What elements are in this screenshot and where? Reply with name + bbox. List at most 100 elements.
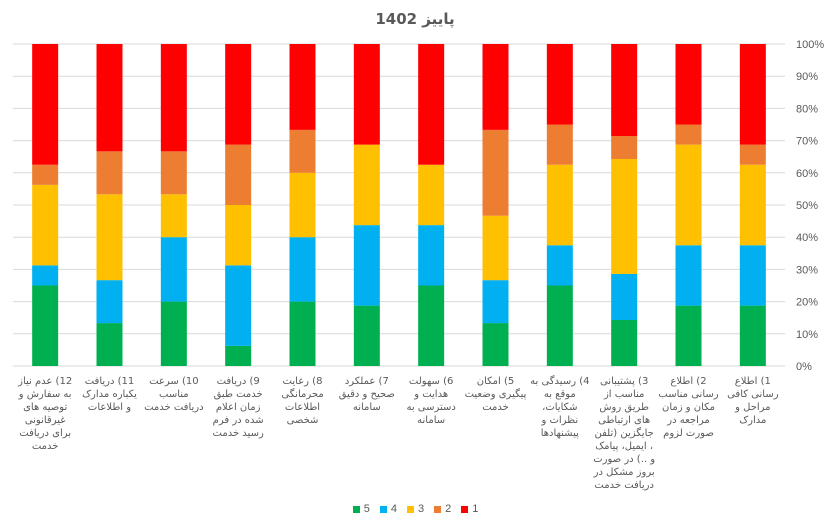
bar-segment-1 <box>96 44 123 152</box>
bar-segment-5 <box>353 305 380 366</box>
bar-segment-4 <box>225 265 252 346</box>
bar-segment-3 <box>418 164 445 226</box>
y-tick-label: 20% <box>796 297 818 309</box>
bar-stack <box>482 44 509 366</box>
y-tick-label: 30% <box>796 264 818 276</box>
bar-stack <box>353 44 380 366</box>
bar-segment-2 <box>611 135 638 159</box>
x-tick-label: 11) دریافت یکباره مدارک و اطلاعات <box>82 376 137 413</box>
bar-segment-3 <box>611 158 638 274</box>
bar-stack <box>160 44 187 366</box>
x-tick-label: 3) پشتیبانی مناسب از طریق روش های ارتباط… <box>593 376 656 491</box>
y-tick-label: 50% <box>796 200 818 212</box>
legend-label: 5 <box>363 503 370 515</box>
bar-segment-3 <box>546 164 573 246</box>
bar-segment-5 <box>482 323 509 366</box>
bar-segment-4 <box>418 225 445 286</box>
bar-segment-3 <box>482 215 509 281</box>
bar-segment-5 <box>289 301 316 366</box>
bar-segment-4 <box>96 280 123 324</box>
bar-stack <box>675 44 702 366</box>
bar-segment-1 <box>739 44 766 145</box>
bar-segment-5 <box>611 319 638 366</box>
bar-segment-3 <box>160 194 187 238</box>
bar-segment-3 <box>289 172 316 238</box>
y-axis-ticks: 0% 10% 20% 30% 40% 50% 60% 70% 80% 90% 100% <box>796 39 824 373</box>
legend-label: 1 <box>472 503 479 515</box>
bar-stack <box>739 44 766 366</box>
bar-stack <box>32 44 59 366</box>
bar-segment-3 <box>675 144 702 246</box>
y-tick-label: 10% <box>796 329 818 341</box>
y-tick-label: 70% <box>796 136 818 148</box>
legend-label: 3 <box>417 503 425 515</box>
legend-item: 1 <box>461 503 478 515</box>
bar-segment-1 <box>225 44 252 145</box>
bar-segment-1 <box>418 44 445 165</box>
bar-segment-3 <box>32 184 59 266</box>
bar-segment-4 <box>160 237 187 302</box>
x-tick-label: 8) رعایت محرمانگی اطلاعات شخصی <box>281 376 324 426</box>
bar-segment-5 <box>675 305 702 366</box>
bar-stack <box>546 44 573 366</box>
legend-label: 4 <box>390 503 397 515</box>
bar-stack <box>225 44 252 366</box>
bar-segment-1 <box>32 44 59 165</box>
bar-segment-1 <box>611 44 638 136</box>
x-tick-label: 1) اطلاع رسانی کافی مراحل و مدارک <box>727 376 779 426</box>
bar-segment-2 <box>482 129 509 216</box>
bar-segment-2 <box>289 129 316 173</box>
bar-segment-2 <box>225 144 252 205</box>
x-tick-label: 12) عدم نیاز به سفارش و توصیه های غیرقان… <box>18 376 73 452</box>
bar-segment-2 <box>546 124 573 165</box>
bar-segment-1 <box>289 44 316 130</box>
bar-segment-1 <box>482 44 509 130</box>
bar-segment-5 <box>739 305 766 366</box>
y-tick-label: 60% <box>796 168 818 180</box>
bar-segment-3 <box>225 205 252 266</box>
chart-title: پاییز 1402 <box>375 10 454 29</box>
bar-segment-1 <box>546 44 573 125</box>
bar-stack <box>418 44 445 366</box>
bar-segment-3 <box>96 194 123 281</box>
legend-swatch <box>379 505 387 513</box>
bar-segment-5 <box>418 285 445 366</box>
bar-segment-5 <box>546 285 573 366</box>
y-tick-label: 100% <box>796 39 824 51</box>
bar-segment-4 <box>32 265 59 286</box>
bars <box>32 44 766 366</box>
bar-segment-1 <box>675 44 702 125</box>
bar-stack <box>611 44 638 366</box>
x-tick-label: 9) دریافت خدمت طبق زمان اعلام شده در فرم… <box>212 376 264 439</box>
y-tick-label: 40% <box>796 232 818 244</box>
legend-label: 2 <box>445 503 452 515</box>
bar-segment-2 <box>32 164 59 185</box>
bar-segment-5 <box>225 345 252 366</box>
bar-segment-2 <box>160 151 187 195</box>
legend-item: 4 <box>379 503 397 515</box>
x-tick-label: 2) اطلاع رسانی مناسب مکان و زمان مراجعه … <box>658 376 719 439</box>
bar-segment-4 <box>739 245 766 306</box>
bar-segment-5 <box>32 285 59 366</box>
legend-swatch <box>406 505 414 513</box>
bar-segment-3 <box>739 164 766 246</box>
bar-stack <box>96 44 123 366</box>
bar-segment-4 <box>482 280 509 324</box>
legend-item: 3 <box>406 503 425 515</box>
bar-segment-3 <box>353 144 380 226</box>
bar-segment-2 <box>96 151 123 195</box>
legend-item: 2 <box>434 503 451 515</box>
bar-stack <box>289 44 316 366</box>
bar-segment-5 <box>96 323 123 366</box>
x-tick-label: 7) عملکرد صحیح و دقیق سامانه <box>338 376 395 413</box>
x-tick-label: 10) سرعت مناسب دریافت خدمت <box>144 376 204 413</box>
bar-segment-2 <box>739 144 766 165</box>
bar-segment-4 <box>675 245 702 306</box>
legend-swatch <box>352 505 360 513</box>
gridlines <box>13 43 785 367</box>
bar-segment-4 <box>611 273 638 320</box>
bar-segment-4 <box>353 225 380 306</box>
bar-segment-4 <box>546 245 573 286</box>
bar-segment-1 <box>353 44 380 145</box>
